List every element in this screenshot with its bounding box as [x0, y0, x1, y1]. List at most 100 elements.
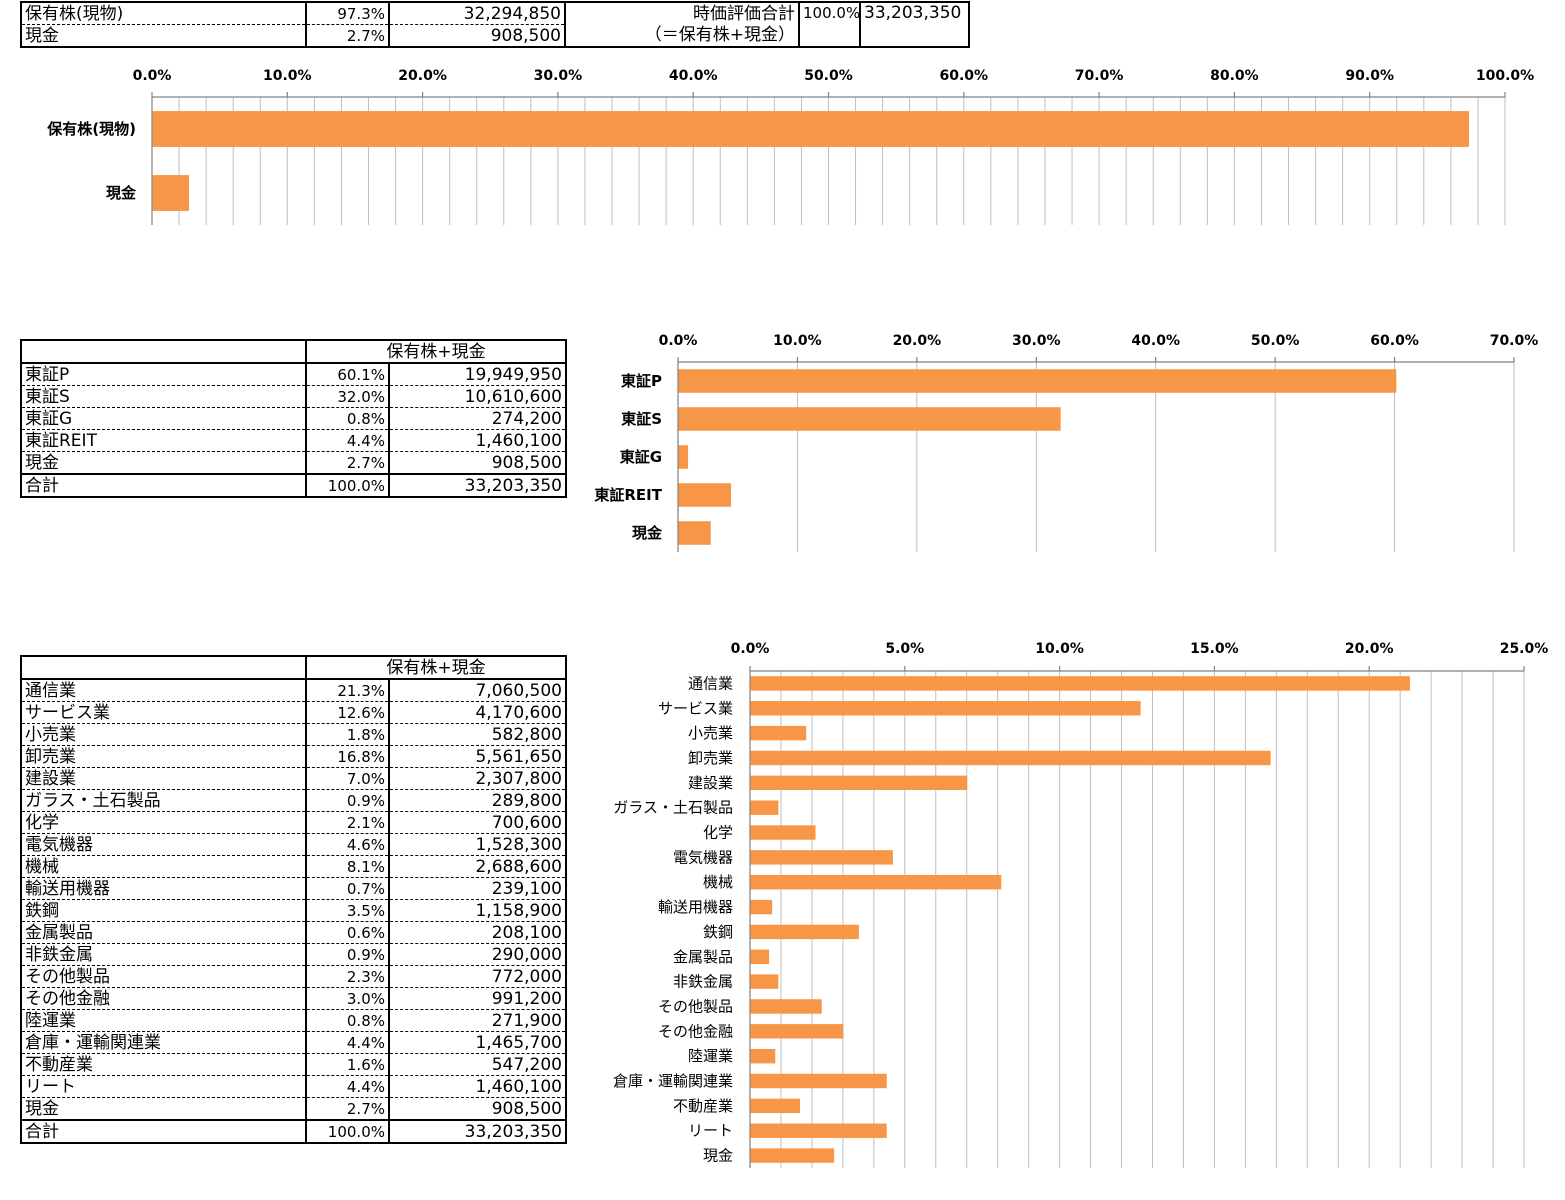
tick-label: 70.0%	[1075, 68, 1124, 84]
row-pct: 1.6%	[305, 1053, 390, 1076]
row-value: 4,170,600	[388, 701, 567, 724]
table-row: その他金融 3.0% 991,200	[20, 987, 567, 1010]
category-label: その他製品	[658, 997, 733, 1015]
table-row: 不動産業 1.6% 547,200	[20, 1053, 567, 1076]
bar	[750, 725, 807, 741]
total-pct: 100.0%	[305, 1119, 390, 1144]
bar	[678, 521, 711, 545]
category-label: 現金	[106, 184, 137, 202]
table-row: 保有株(現物) 97.3% 32,294,850 時価評価合計 100.0% 3…	[20, 2, 970, 47]
total-value: 33,203,350	[388, 1119, 567, 1144]
tick-label: 10.0%	[263, 68, 312, 84]
table-row: 現金 2.7% 908,500	[20, 1097, 567, 1121]
header-blank	[20, 656, 307, 680]
total-row: 合計 100.0% 33,203,350	[20, 473, 567, 498]
tick-label: 5.0%	[885, 641, 924, 657]
row-pct: 32.0%	[305, 385, 390, 408]
row-pct: 1.8%	[305, 723, 390, 746]
chart-1: 0.0% 10.0% 20.0% 30.0% 40.0% 50.0% 60.0% 70.0% 8…	[46, 68, 1534, 225]
summary-table: 保有株(現物) 97.3% 32,294,850 時価評価合計 100.0% 3…	[20, 1, 970, 48]
table-row: 東証S 32.0% 10,610,600	[20, 385, 567, 408]
bar	[152, 111, 1469, 147]
row-label: 東証S	[20, 385, 307, 408]
row-pct: 4.4%	[305, 1075, 390, 1098]
row-value: 239,100	[388, 877, 567, 900]
market-table: 保有株+現金 東証P 60.1% 19,949,950 東証S 32.0% 10,610,…	[20, 339, 567, 498]
table-row: 卸売業 16.8% 5,561,650	[20, 745, 567, 768]
bar	[750, 701, 1141, 716]
row-value: 290,000	[388, 943, 567, 966]
row-value: 1,465,700	[388, 1031, 567, 1054]
row-value: 2,688,600	[388, 855, 567, 878]
row-label: 倉庫・運輸関連業	[20, 1031, 307, 1054]
row-value: 908,500	[388, 24, 566, 47]
market-table-body: 東証P 60.1% 19,949,950 東証S 32.0% 10,610,600 東証G 0…	[20, 363, 567, 498]
row-pct: 4.4%	[305, 429, 390, 452]
row-value: 271,900	[388, 1009, 567, 1032]
category-label: 輸送用機器	[658, 898, 733, 916]
tick-label: 10.0%	[1035, 641, 1084, 657]
category-label: ガラス・土石製品	[613, 799, 733, 817]
bar	[678, 445, 689, 469]
tick-label: 20.0%	[893, 333, 942, 349]
bar	[678, 407, 1061, 431]
total-label-sub: （＝保有株+現金）	[564, 24, 800, 47]
row-pct: 2.7%	[305, 24, 390, 47]
row-label: 通信業	[20, 679, 307, 702]
table-row: リート 4.4% 1,460,100	[20, 1075, 567, 1098]
category-label: 鉄鋼	[703, 923, 733, 941]
row-pct: 97.3%	[305, 2, 390, 25]
row-pct: 8.1%	[305, 855, 390, 878]
category-label: その他金融	[658, 1022, 733, 1040]
table-row: 金属製品 0.6% 208,100	[20, 921, 567, 944]
row-value: 208,100	[388, 921, 567, 944]
tick-label: 0.0%	[731, 641, 770, 657]
tick-label: 80.0%	[1210, 68, 1259, 84]
row-value: 289,800	[388, 789, 567, 812]
row-value: 19,949,950	[388, 363, 567, 386]
tick-label: 10.0%	[773, 333, 822, 349]
row-pct: 16.8%	[305, 745, 390, 768]
row-pct: 2.3%	[305, 965, 390, 988]
table-row: 東証P 60.1% 19,949,950	[20, 363, 567, 386]
table-header-row: 保有株+現金	[20, 340, 567, 364]
row-value: 1,528,300	[388, 833, 567, 856]
total-pct: 100.0%	[305, 473, 390, 498]
tick-label: 40.0%	[1131, 333, 1180, 349]
category-label: 小売業	[688, 724, 733, 742]
row-label: 電気機器	[20, 833, 307, 856]
column-header: 保有株+現金	[305, 340, 567, 364]
row-value: 1,158,900	[388, 899, 567, 922]
tick-label: 50.0%	[1251, 333, 1300, 349]
total-label: 時価評価合計	[564, 2, 800, 25]
category-label: 不動産業	[673, 1097, 733, 1115]
column-header: 保有株+現金	[305, 656, 567, 680]
row-label: 小売業	[20, 723, 307, 746]
row-pct: 60.1%	[305, 363, 390, 386]
tick-label: 60.0%	[940, 68, 989, 84]
tick-label: 70.0%	[1490, 333, 1539, 349]
tick-label: 15.0%	[1190, 641, 1239, 657]
total-value: 33,203,350	[859, 2, 970, 47]
category-label: 現金	[632, 524, 663, 542]
row-pct: 4.4%	[305, 1031, 390, 1054]
table-row: 電気機器 4.6% 1,528,300	[20, 833, 567, 856]
row-pct: 4.6%	[305, 833, 390, 856]
row-pct: 0.9%	[305, 789, 390, 812]
sector-table-body: 通信業 21.3% 7,060,500 サービス業 12.6% 4,170,600 小売業 1…	[20, 679, 567, 1144]
row-label: その他金融	[20, 987, 307, 1010]
table-row: 化学 2.1% 700,600	[20, 811, 567, 834]
row-value: 700,600	[388, 811, 567, 834]
table-row: 非鉄金属 0.9% 290,000	[20, 943, 567, 966]
bar	[750, 1073, 887, 1089]
category-label: 機械	[703, 873, 733, 891]
total-value: 33,203,350	[388, 473, 567, 498]
category-label: 金属製品	[673, 948, 733, 966]
category-label: 東証G	[620, 448, 662, 466]
bar	[750, 825, 816, 840]
bar	[750, 775, 968, 791]
bar	[750, 875, 1002, 890]
category-label: 卸売業	[688, 749, 733, 767]
row-pct: 2.1%	[305, 811, 390, 834]
